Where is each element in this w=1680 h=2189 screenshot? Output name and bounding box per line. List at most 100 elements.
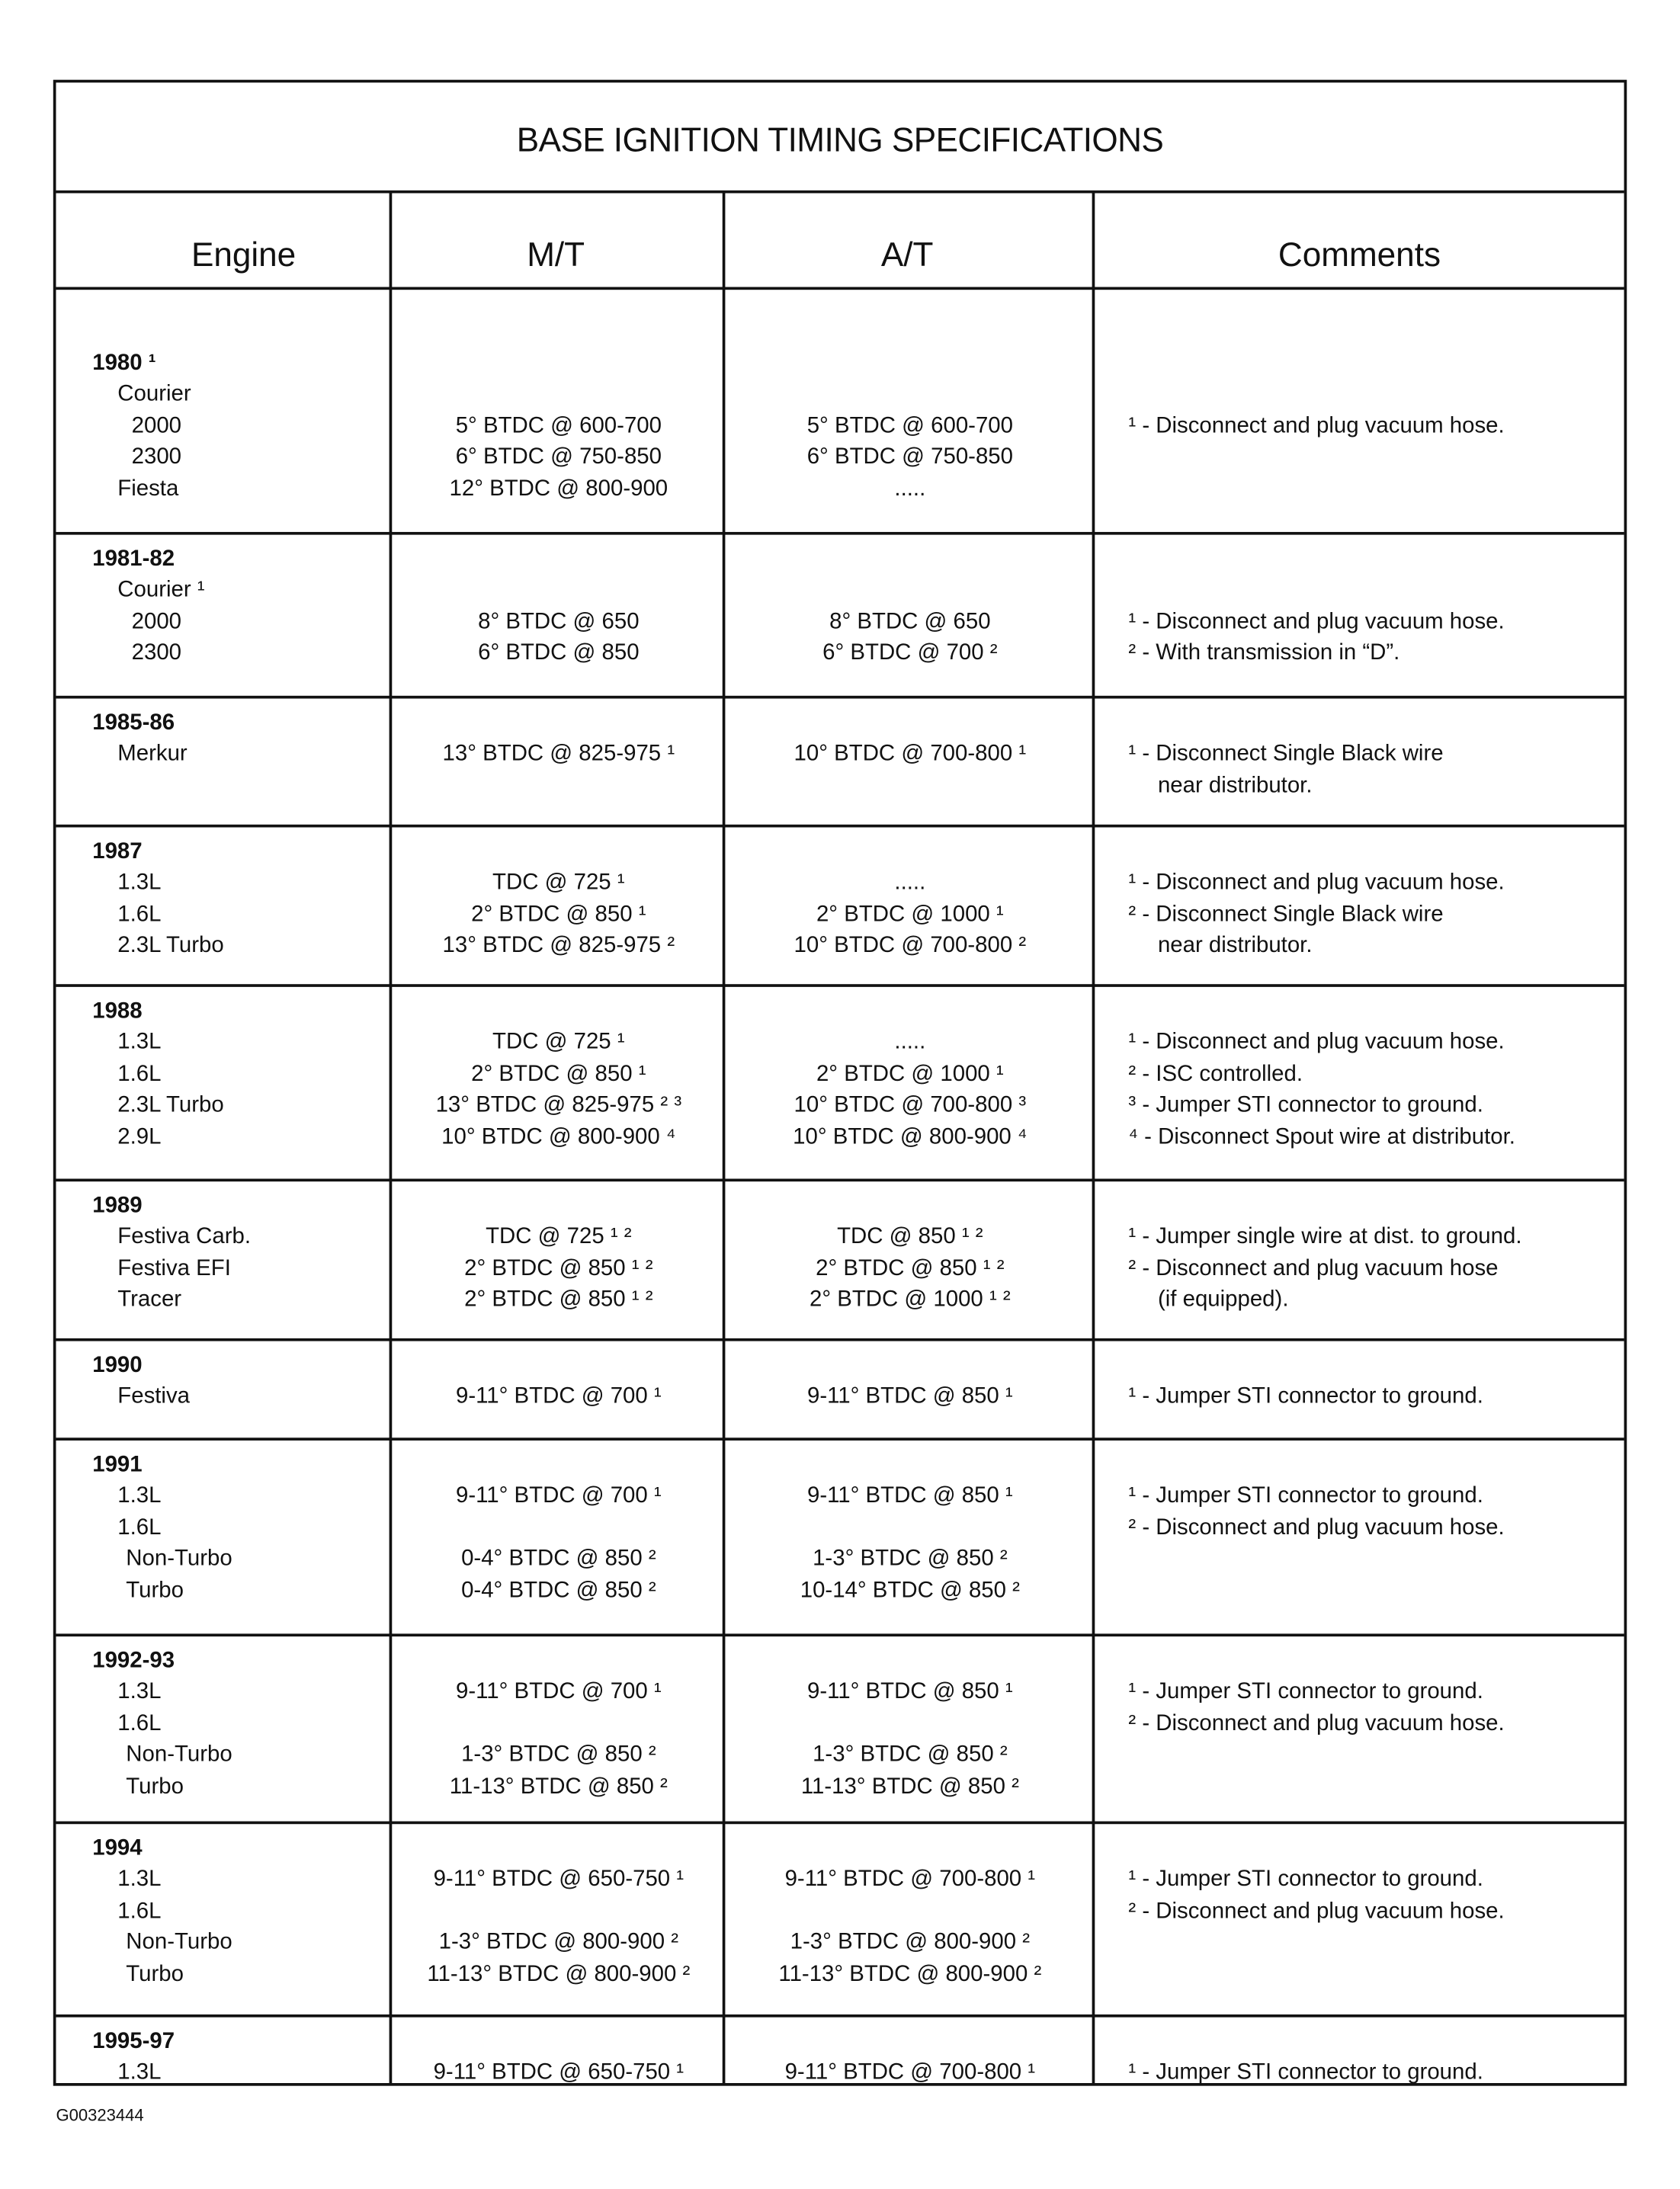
spec-line: 1.3L TDC @ 725 ¹..... ¹ - Disconnect and p… <box>56 1028 1624 1059</box>
table-row: 1985-86 Merkur 13° BTDC @ 825-975 ¹ 10° BTD… <box>56 697 1624 826</box>
timing-spec-table: BASE IGNITION TIMING SPECIFICATIONS Engi… <box>53 79 1627 2089</box>
engine-year: 1987 <box>92 840 143 864</box>
divider <box>56 2014 1624 2018</box>
spec-line: 2000 5° BTDC @ 600-700 5° BTDC @ 600-700 ¹ … <box>56 412 1624 442</box>
engine-name: 1.6L <box>117 1515 162 1540</box>
engine-year: 1995-97 <box>92 2030 175 2054</box>
at-spec: 6° BTDC @ 700 ² <box>822 641 998 665</box>
mt-spec: 9-11° BTDC @ 700 ¹ <box>455 1385 662 1409</box>
engine-year: 1992-93 <box>92 1649 175 1673</box>
engine-year: 1990 <box>92 1354 143 1378</box>
engine-name: 1.6L <box>117 902 162 927</box>
table-row: 1991 1.3L 9-11° BTDC @ 700 ¹ 9-11° BTDC @ 8… <box>56 1439 1624 1635</box>
engine-year: 1994 <box>92 1836 143 1860</box>
spec-line: 1.3L 9-11° BTDC @ 650-750 ¹ 9-11° BTDC @ 7… <box>56 1865 1624 1896</box>
at-spec: 8° BTDC @ 650 <box>829 610 991 634</box>
table-row: 1987 1.3L TDC @ 725 ¹..... ¹ - Disconnect a… <box>56 826 1624 986</box>
engine-name: Turbo <box>126 1774 184 1799</box>
mt-spec: 0-4° BTDC @ 850 ² <box>461 1578 656 1603</box>
at-spec: 11-13° BTDC @ 800-900 ² <box>778 1962 1042 1986</box>
comment: ² - Disconnect Single Black wire <box>1128 902 1444 927</box>
engine-name: Turbo <box>126 1962 184 1986</box>
engine-year: 1989 <box>92 1194 143 1218</box>
at-spec: 11-13° BTDC @ 850 ² <box>800 1774 1019 1799</box>
divider <box>56 1821 1624 1825</box>
spec-line: 1.3L 9-11° BTDC @ 700 ¹ 9-11° BTDC @ 850 ¹… <box>56 1678 1624 1708</box>
comment: ¹ - Disconnect and plug vacuum hose. <box>1128 414 1505 438</box>
divider <box>56 1338 1624 1341</box>
comment: ² - Disconnect and plug vacuum hose. <box>1128 1711 1505 1736</box>
spec-line: Festiva 9-11° BTDC @ 700 ¹ 9-11° BTDC @ 85… <box>56 1383 1624 1413</box>
spec-line: Non-Turbo 1-3° BTDC @ 800-900 ² 1-3° BTDC … <box>56 1928 1624 1958</box>
comment: ¹ - Disconnect and plug vacuum hose. <box>1128 871 1505 896</box>
spec-line: 1.6L ² - Disconnect and plug vacuum hose. <box>56 1513 1624 1543</box>
divider <box>1092 191 1095 2084</box>
divider <box>56 695 1624 699</box>
mt-spec: 1-3° BTDC @ 850 ² <box>461 1743 656 1768</box>
mt-spec: 8° BTDC @ 650 <box>478 610 640 634</box>
header-mt: M/T <box>527 236 585 274</box>
comment: ¹ - Disconnect Single Black wire <box>1128 742 1444 767</box>
engine-name: Courier <box>117 383 191 407</box>
header-engine: Engine <box>191 236 297 274</box>
at-spec: 2° BTDC @ 850 ¹ ² <box>816 1256 1005 1281</box>
at-spec: 10° BTDC @ 700-800 ² <box>794 934 1027 958</box>
spec-line: 2300 6° BTDC @ 850 6° BTDC @ 700 ² ² - With… <box>56 639 1624 669</box>
engine-name: 1.3L <box>117 1484 162 1508</box>
divider <box>56 1437 1624 1441</box>
at-spec: ..... <box>894 476 926 501</box>
at-spec: 2° BTDC @ 1000 ¹ ² <box>809 1288 1011 1312</box>
engine-name: 2.3L Turbo <box>117 934 224 958</box>
engine-name: 1.3L <box>117 1867 162 1893</box>
engine-name: 2.9L <box>117 1124 162 1149</box>
comment: ³ - Jumper STI connector to ground. <box>1128 1093 1483 1118</box>
header-comments: Comments <box>1278 236 1441 274</box>
engine-name: 2300 <box>131 445 182 470</box>
spec-line: 1.6L ² - Disconnect and plug vacuum hose. <box>56 1709 1624 1739</box>
at-spec: 9-11° BTDC @ 700-800 ¹ <box>784 2061 1036 2085</box>
comment: ² - Disconnect and plug vacuum hose <box>1128 1256 1499 1281</box>
engine-name: Tracer <box>117 1288 182 1312</box>
engine-year: 1981-82 <box>92 547 175 572</box>
at-spec: ..... <box>894 1030 926 1055</box>
at-spec: 9-11° BTDC @ 850 ¹ <box>807 1385 1013 1409</box>
mt-spec: 2° BTDC @ 850 ¹ ² <box>464 1288 653 1312</box>
divider <box>56 984 1624 987</box>
at-spec: ..... <box>894 871 926 896</box>
comment: ² - Disconnect and plug vacuum hose. <box>1128 1899 1505 1924</box>
engine-name: Non-Turbo <box>126 1743 232 1768</box>
divider <box>389 191 393 2084</box>
at-spec: 10° BTDC @ 800-900 ⁴ <box>793 1124 1028 1149</box>
divider <box>56 824 1624 828</box>
at-spec: 1-3° BTDC @ 800-900 ² <box>790 1931 1031 1955</box>
comment: ¹ - Jumper STI connector to ground. <box>1128 2061 1483 2085</box>
header-at: A/T <box>880 236 934 274</box>
engine-name: Festiva EFI <box>117 1256 231 1281</box>
engine-name: Courier ¹ <box>117 578 205 603</box>
spec-line: Festiva Carb. TDC @ 725 ¹ ² TDC @ 850 ¹ ² ¹… <box>56 1223 1624 1253</box>
mt-spec: 2° BTDC @ 850 ¹ <box>471 1062 646 1086</box>
engine-name: Festiva <box>117 1385 191 1409</box>
divider <box>56 1633 1624 1637</box>
comment: near distributor. <box>1157 774 1313 798</box>
mt-spec: 0-4° BTDC @ 850 ² <box>461 1546 656 1572</box>
spec-line: Courier <box>56 380 1624 410</box>
spec-line: near distributor. <box>56 771 1624 802</box>
comment: ¹ - Jumper STI connector to ground. <box>1128 1484 1483 1508</box>
mt-spec: 11-13° BTDC @ 850 ² <box>449 1774 668 1799</box>
at-spec: 10-14° BTDC @ 850 ² <box>800 1578 1020 1603</box>
engine-year: 1980 ¹ <box>92 351 156 376</box>
table-row: 1988 1.3L TDC @ 725 ¹..... ¹ - Disconnect a… <box>56 986 1624 1180</box>
spec-line: 1990 <box>56 1351 1624 1381</box>
spec-line: 1.3L 9-11° BTDC @ 650-750 ¹ 9-11° BTDC @ 7… <box>56 2059 1624 2089</box>
table-row: 1980 ¹ Courier 2000 5° BTDC @ 600-700 5° BTD… <box>56 287 1624 534</box>
spec-line: 1988 <box>56 997 1624 1027</box>
spec-line: 1.6L 2° BTDC @ 850 ¹ 2° BTDC @ 1000 ¹ ² - I… <box>56 1059 1624 1090</box>
table-row: 1981-82 Courier ¹ 2000 8° BTDC @ 650 8° BTDC… <box>56 534 1624 697</box>
engine-year: 1985-86 <box>92 711 175 736</box>
spec-line: 1.6L ² - Disconnect and plug vacuum hose. <box>56 1896 1624 1927</box>
at-spec: 5° BTDC @ 600-700 <box>806 414 1013 438</box>
comment: ² - With transmission in “D”. <box>1128 641 1400 665</box>
mt-spec: 5° BTDC @ 600-700 <box>455 414 662 438</box>
at-spec: 10° BTDC @ 700-800 ³ <box>794 1093 1027 1118</box>
